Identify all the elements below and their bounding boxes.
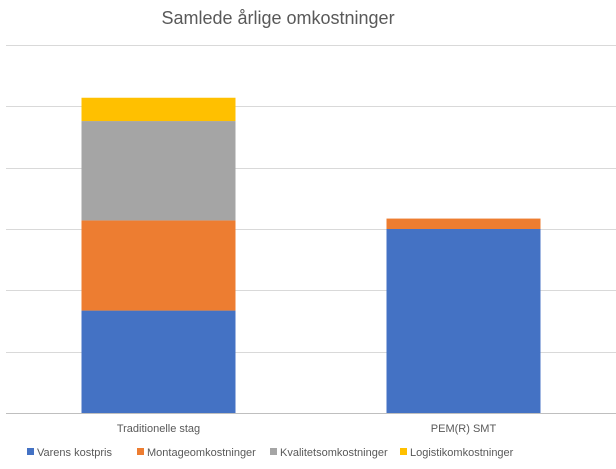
bar-segment-montageomkostninger-2 (386, 218, 541, 229)
legend-swatch (400, 448, 407, 455)
legend-label: Logistikomkostninger (410, 447, 514, 459)
legend-swatch (270, 448, 277, 455)
bar-segment-varens-kostpris-1 (81, 310, 236, 413)
legend-label: Varens kostpris (37, 447, 112, 459)
chart-title: Samlede årlige omkostninger (161, 8, 394, 28)
legend-label: Montageomkostninger (147, 447, 256, 459)
bar-segment-kvalitetsomkostninger-1 (81, 121, 236, 221)
bar-segment-varens-kostpris-2 (386, 229, 541, 413)
legend: Varens kostpris Montageomkostninger Kvalit… (27, 447, 514, 459)
legend-swatch (27, 448, 34, 455)
bars (81, 97, 541, 413)
x-tick-labels: Traditionelle stag PEM(R) SMT (117, 423, 497, 435)
legend-label: Kvalitetsomkostninger (280, 447, 388, 459)
legend-swatch (137, 448, 144, 455)
bar-segment-logistikomkostninger-1 (81, 97, 236, 122)
x-tick-label: PEM(R) SMT (431, 423, 497, 435)
x-tick-label: Traditionelle stag (117, 423, 200, 435)
bar-segment-montageomkostninger-1 (81, 220, 236, 311)
